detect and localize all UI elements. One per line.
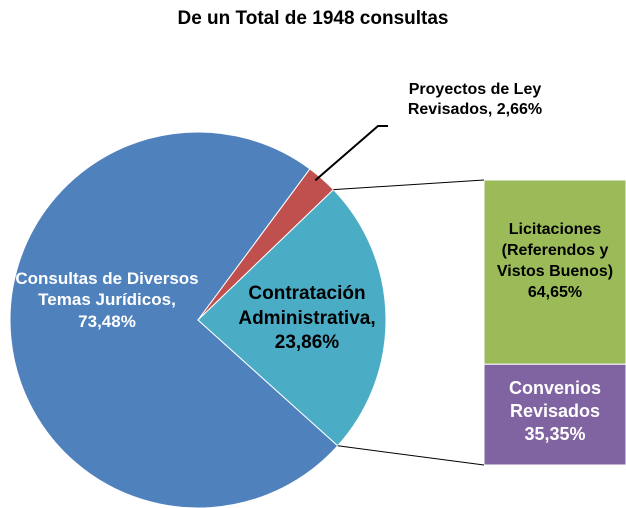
- pie-slice: [9, 131, 339, 508]
- bar-label: Licitaciones (Referendos y Vistos Buenos…: [496, 221, 614, 301]
- connector-line: [333, 179, 485, 191]
- bar-segment: [483, 363, 626, 466]
- bar-segment: [483, 179, 626, 365]
- slice-label: Contratación Administrativa, 23,86%: [238, 283, 376, 354]
- slice-label: Proyectos de Ley Revisados, 2,66%: [407, 81, 543, 118]
- chart-title: De un Total de 1948 consultas: [177, 8, 449, 29]
- leader-line: [314, 125, 388, 182]
- bar-label: Convenios Revisados 35,35%: [508, 377, 601, 445]
- connector-line: [337, 445, 485, 466]
- slice-label: Consultas de Diversos Temas Jurídicos, 7…: [15, 269, 199, 331]
- pie-slice: [197, 188, 387, 447]
